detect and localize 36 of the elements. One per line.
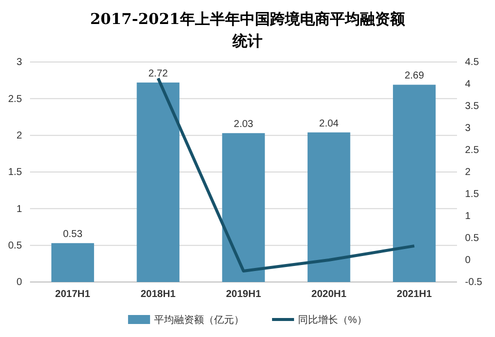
y2-tick-label: 0.5: [465, 233, 480, 244]
bar: [222, 133, 265, 282]
x-tick-label: 2021H1: [396, 289, 432, 300]
bar: [308, 132, 350, 282]
y2-tick-label: 4: [465, 79, 471, 90]
y2-tick-label: 1: [465, 211, 471, 222]
y-tick-label: 1: [16, 204, 22, 215]
y2-tick-label: -0.5: [465, 277, 483, 288]
legend-label: 同比增长（%）: [298, 314, 367, 326]
y2-tick-label: 2: [465, 167, 471, 178]
data-label: 2.03: [234, 119, 254, 130]
y-tick-label: 3: [16, 57, 22, 68]
y-tick-label: 1.5: [8, 167, 22, 178]
x-tick-label: 2017H1: [55, 289, 91, 300]
data-label: 2.69: [404, 70, 424, 82]
x-tick-label: 2020H1: [311, 289, 347, 300]
y-tick-label: 2.5: [8, 94, 22, 105]
y2-tick-label: 3: [465, 123, 471, 134]
y2-tick-label: 4.5: [465, 57, 480, 68]
y-tick-label: 2: [16, 130, 22, 142]
data-label: 2.72: [148, 68, 168, 80]
x-tick-label: 2018H1: [140, 289, 176, 300]
y-tick-label: 0.5: [8, 240, 22, 252]
bar: [136, 82, 180, 282]
y2-tick-label: 3.5: [465, 101, 480, 112]
legend-label: 平均融资额（亿元）: [154, 314, 244, 326]
x-tick-label: 2019H1: [226, 289, 262, 300]
bar: [392, 84, 436, 282]
chart-title: 2017-2021年上半年中国跨境电商平均融资额统计: [90, 10, 406, 50]
bar: [51, 243, 94, 282]
y-tick-label: 0: [16, 277, 22, 288]
y2-tick-label: 1.5: [465, 189, 480, 200]
data-label: 0.53: [62, 229, 83, 240]
data-label: 2.04: [319, 118, 340, 130]
y2-tick-label: 0: [465, 255, 471, 266]
y2-tick-label: 2.5: [465, 145, 480, 156]
